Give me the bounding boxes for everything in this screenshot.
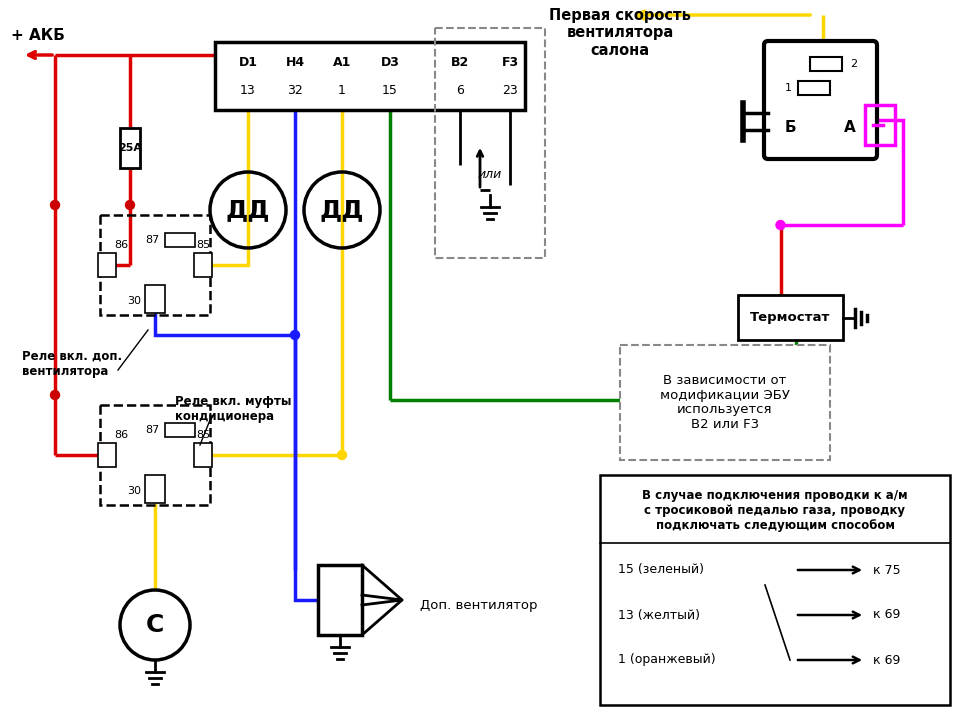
Text: 86: 86 [114, 240, 129, 250]
Bar [318, 565, 362, 635]
Text: 30: 30 [127, 296, 141, 306]
Circle shape [338, 451, 346, 459]
Text: или: или [478, 169, 503, 182]
Text: 86: 86 [114, 430, 129, 440]
Text: H4: H4 [286, 55, 305, 68]
Text: 13: 13 [240, 84, 256, 97]
Text: к 75: к 75 [873, 563, 901, 577]
Text: Реле вкл. доп.
вентилятора: Реле вкл. доп. вентилятора [22, 350, 122, 378]
Text: 1: 1 [339, 84, 346, 97]
Bar [194, 253, 212, 277]
Text: 25А: 25А [118, 143, 142, 153]
Text: ДД: ДД [319, 198, 364, 222]
Bar [120, 128, 140, 168]
Text: В случае подключения проводки к а/м
с тросиковой педалью газа, проводку
подключа: В случае подключения проводки к а/м с тр… [643, 489, 908, 532]
Text: 23: 23 [503, 84, 518, 97]
Text: В зависимости от
модификации ЭБУ
используется
В2 или F3: В зависимости от модификации ЭБУ использ… [660, 374, 790, 432]
Text: к 69: к 69 [873, 608, 901, 622]
Text: 13 (желтый): 13 (желтый) [618, 608, 700, 622]
Text: к 69: к 69 [873, 654, 901, 667]
Text: 1: 1 [785, 83, 792, 93]
Bar [215, 42, 525, 110]
Bar [194, 443, 212, 467]
Text: Реле вкл. муфты
кондиционера: Реле вкл. муфты кондиционера [175, 395, 292, 423]
Bar [865, 105, 895, 145]
Text: ДД: ДД [225, 198, 270, 222]
Text: Термостат: Термостат [750, 311, 830, 324]
FancyBboxPatch shape [764, 41, 877, 159]
Circle shape [291, 331, 299, 340]
Text: Доп. вентилятор: Доп. вентилятор [420, 598, 537, 611]
Text: 85: 85 [196, 240, 210, 250]
Text: 87: 87 [146, 425, 160, 435]
Text: Первая скорость
вентилятора
салона: Первая скорость вентилятора салона [550, 8, 690, 58]
Text: 2: 2 [850, 59, 857, 69]
Circle shape [51, 390, 59, 400]
Circle shape [126, 201, 134, 209]
Bar [98, 443, 116, 467]
Bar [98, 253, 116, 277]
Text: С: С [146, 613, 164, 637]
Text: 6: 6 [456, 84, 464, 97]
Text: Б: Б [784, 119, 796, 134]
Bar [145, 285, 165, 313]
Bar [145, 475, 165, 503]
Text: + АКБ: + АКБ [12, 28, 65, 43]
Bar [798, 81, 830, 95]
Bar [600, 475, 950, 705]
Circle shape [51, 201, 59, 209]
Bar [165, 233, 195, 247]
Bar [810, 57, 842, 71]
Text: 15 (зеленый): 15 (зеленый) [618, 563, 704, 577]
Text: D3: D3 [381, 55, 400, 68]
Text: D1: D1 [239, 55, 258, 68]
Text: А: А [844, 119, 855, 134]
Bar [165, 423, 195, 437]
Text: B2: B2 [451, 55, 469, 68]
Text: 30: 30 [127, 486, 141, 496]
Text: A1: A1 [333, 55, 351, 68]
Text: F3: F3 [502, 55, 519, 68]
Text: 15: 15 [382, 84, 398, 97]
Text: 1 (оранжевый): 1 (оранжевый) [618, 654, 715, 667]
FancyBboxPatch shape [620, 345, 830, 460]
Text: 85: 85 [196, 430, 210, 440]
Bar [738, 295, 843, 340]
Text: 32: 32 [287, 84, 303, 97]
Text: 87: 87 [146, 235, 160, 245]
Circle shape [776, 220, 785, 230]
